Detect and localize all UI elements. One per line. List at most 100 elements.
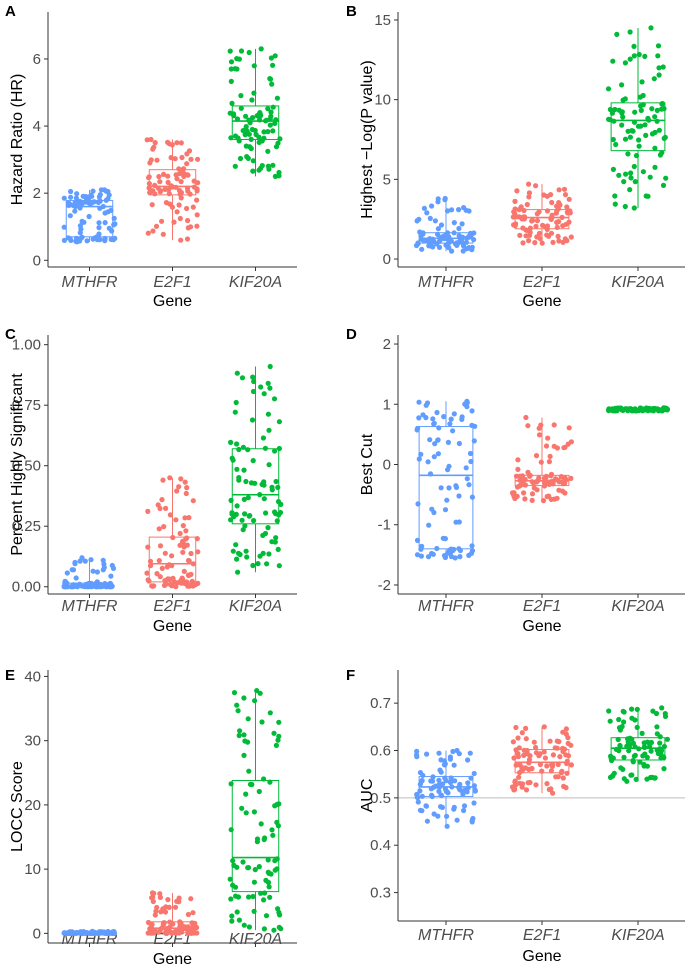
data-point <box>228 59 235 65</box>
data-point <box>610 773 616 779</box>
data-point <box>414 752 420 758</box>
box-iqr <box>148 536 197 583</box>
data-point <box>424 210 430 216</box>
data-point <box>529 217 536 224</box>
data-point <box>260 435 266 441</box>
data-point <box>276 419 282 425</box>
data-point <box>548 230 555 236</box>
data-point <box>250 458 256 464</box>
data-point <box>195 549 201 555</box>
data-point <box>620 766 626 773</box>
data-point <box>276 909 282 916</box>
data-point <box>145 230 151 236</box>
data-point <box>527 225 534 231</box>
data-point <box>181 568 187 575</box>
data-point <box>564 770 570 776</box>
data-point <box>649 131 656 137</box>
data-point <box>430 551 436 557</box>
data-point <box>149 583 156 589</box>
x-axis-title: Gene <box>522 293 561 310</box>
data-point <box>265 411 271 417</box>
data-point <box>188 550 194 557</box>
x-tick-label: KIF20A <box>229 598 282 615</box>
data-point <box>235 569 241 575</box>
data-point <box>418 553 424 559</box>
data-point <box>441 553 448 559</box>
data-point <box>519 730 525 736</box>
data-point <box>447 548 453 554</box>
data-point <box>415 241 421 247</box>
data-point <box>275 737 281 743</box>
data-point <box>160 477 166 483</box>
data-point <box>267 894 273 900</box>
data-point <box>159 497 165 503</box>
data-point <box>562 236 568 242</box>
data-point <box>420 772 426 779</box>
data-point <box>627 56 633 62</box>
data-point <box>171 219 177 225</box>
x-tick-label: MTHFR <box>418 927 474 944</box>
box-iqr <box>418 426 474 550</box>
data-point <box>619 109 625 115</box>
data-point <box>610 166 617 172</box>
data-point <box>620 114 626 120</box>
data-point <box>266 427 272 433</box>
data-point <box>444 208 451 214</box>
data-point <box>234 909 240 915</box>
data-point <box>156 526 162 532</box>
data-point <box>610 58 616 64</box>
data-point <box>269 539 275 545</box>
data-point <box>232 163 238 169</box>
data-point <box>445 439 451 445</box>
data-point <box>539 240 545 246</box>
data-point <box>61 195 67 201</box>
data-point <box>553 210 559 216</box>
data-point <box>636 143 642 149</box>
data-point <box>256 167 262 173</box>
data-point <box>250 562 256 569</box>
data-point <box>632 752 638 759</box>
data-point <box>159 565 165 572</box>
data-point <box>108 573 114 579</box>
data-point <box>157 505 163 512</box>
data-point <box>96 231 102 237</box>
data-point <box>237 155 244 162</box>
data-point <box>266 884 272 890</box>
data-point <box>270 162 276 168</box>
data-point <box>633 776 639 783</box>
data-point <box>260 532 266 539</box>
data-point <box>531 485 537 491</box>
data-point <box>109 562 115 569</box>
data-point <box>269 81 275 87</box>
data-point <box>234 702 240 708</box>
data-point <box>423 415 429 421</box>
data-point <box>272 448 278 454</box>
data-point <box>643 132 649 138</box>
data-point <box>257 690 263 696</box>
data-point <box>444 789 450 795</box>
data-point <box>228 781 234 787</box>
data-point <box>465 245 471 251</box>
data-point <box>560 775 566 781</box>
x-tick-label: MTHFR <box>62 598 118 615</box>
data-point <box>261 836 267 843</box>
data-point <box>529 491 536 497</box>
panel-letter: C <box>5 326 16 343</box>
data-point <box>533 223 539 229</box>
data-point <box>261 897 267 903</box>
data-point <box>156 174 162 180</box>
data-point <box>442 195 448 202</box>
data-point <box>250 168 256 174</box>
data-point <box>98 187 104 193</box>
data-point <box>660 64 666 70</box>
data-point <box>436 777 442 783</box>
data-point <box>229 100 235 106</box>
data-point <box>86 213 92 220</box>
data-point <box>190 204 196 210</box>
data-point <box>239 375 246 381</box>
box-iqr <box>231 105 280 140</box>
data-point <box>233 511 239 517</box>
data-point <box>619 122 625 128</box>
data-point <box>263 510 269 516</box>
data-point <box>246 768 252 774</box>
